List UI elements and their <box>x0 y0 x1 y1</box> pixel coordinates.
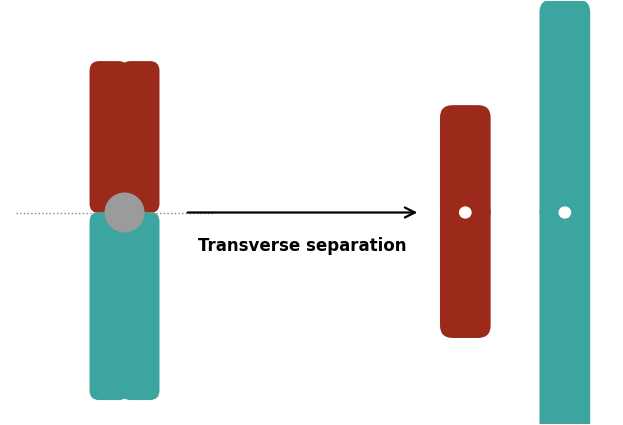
FancyBboxPatch shape <box>90 212 128 400</box>
FancyBboxPatch shape <box>440 201 491 338</box>
FancyBboxPatch shape <box>440 105 491 224</box>
Circle shape <box>105 193 144 232</box>
FancyBboxPatch shape <box>121 61 159 213</box>
Ellipse shape <box>460 207 471 218</box>
FancyBboxPatch shape <box>121 212 159 400</box>
FancyBboxPatch shape <box>90 61 128 213</box>
Text: Transverse separation: Transverse separation <box>198 237 407 255</box>
FancyBboxPatch shape <box>540 0 590 224</box>
Ellipse shape <box>559 207 571 218</box>
FancyBboxPatch shape <box>540 201 590 425</box>
